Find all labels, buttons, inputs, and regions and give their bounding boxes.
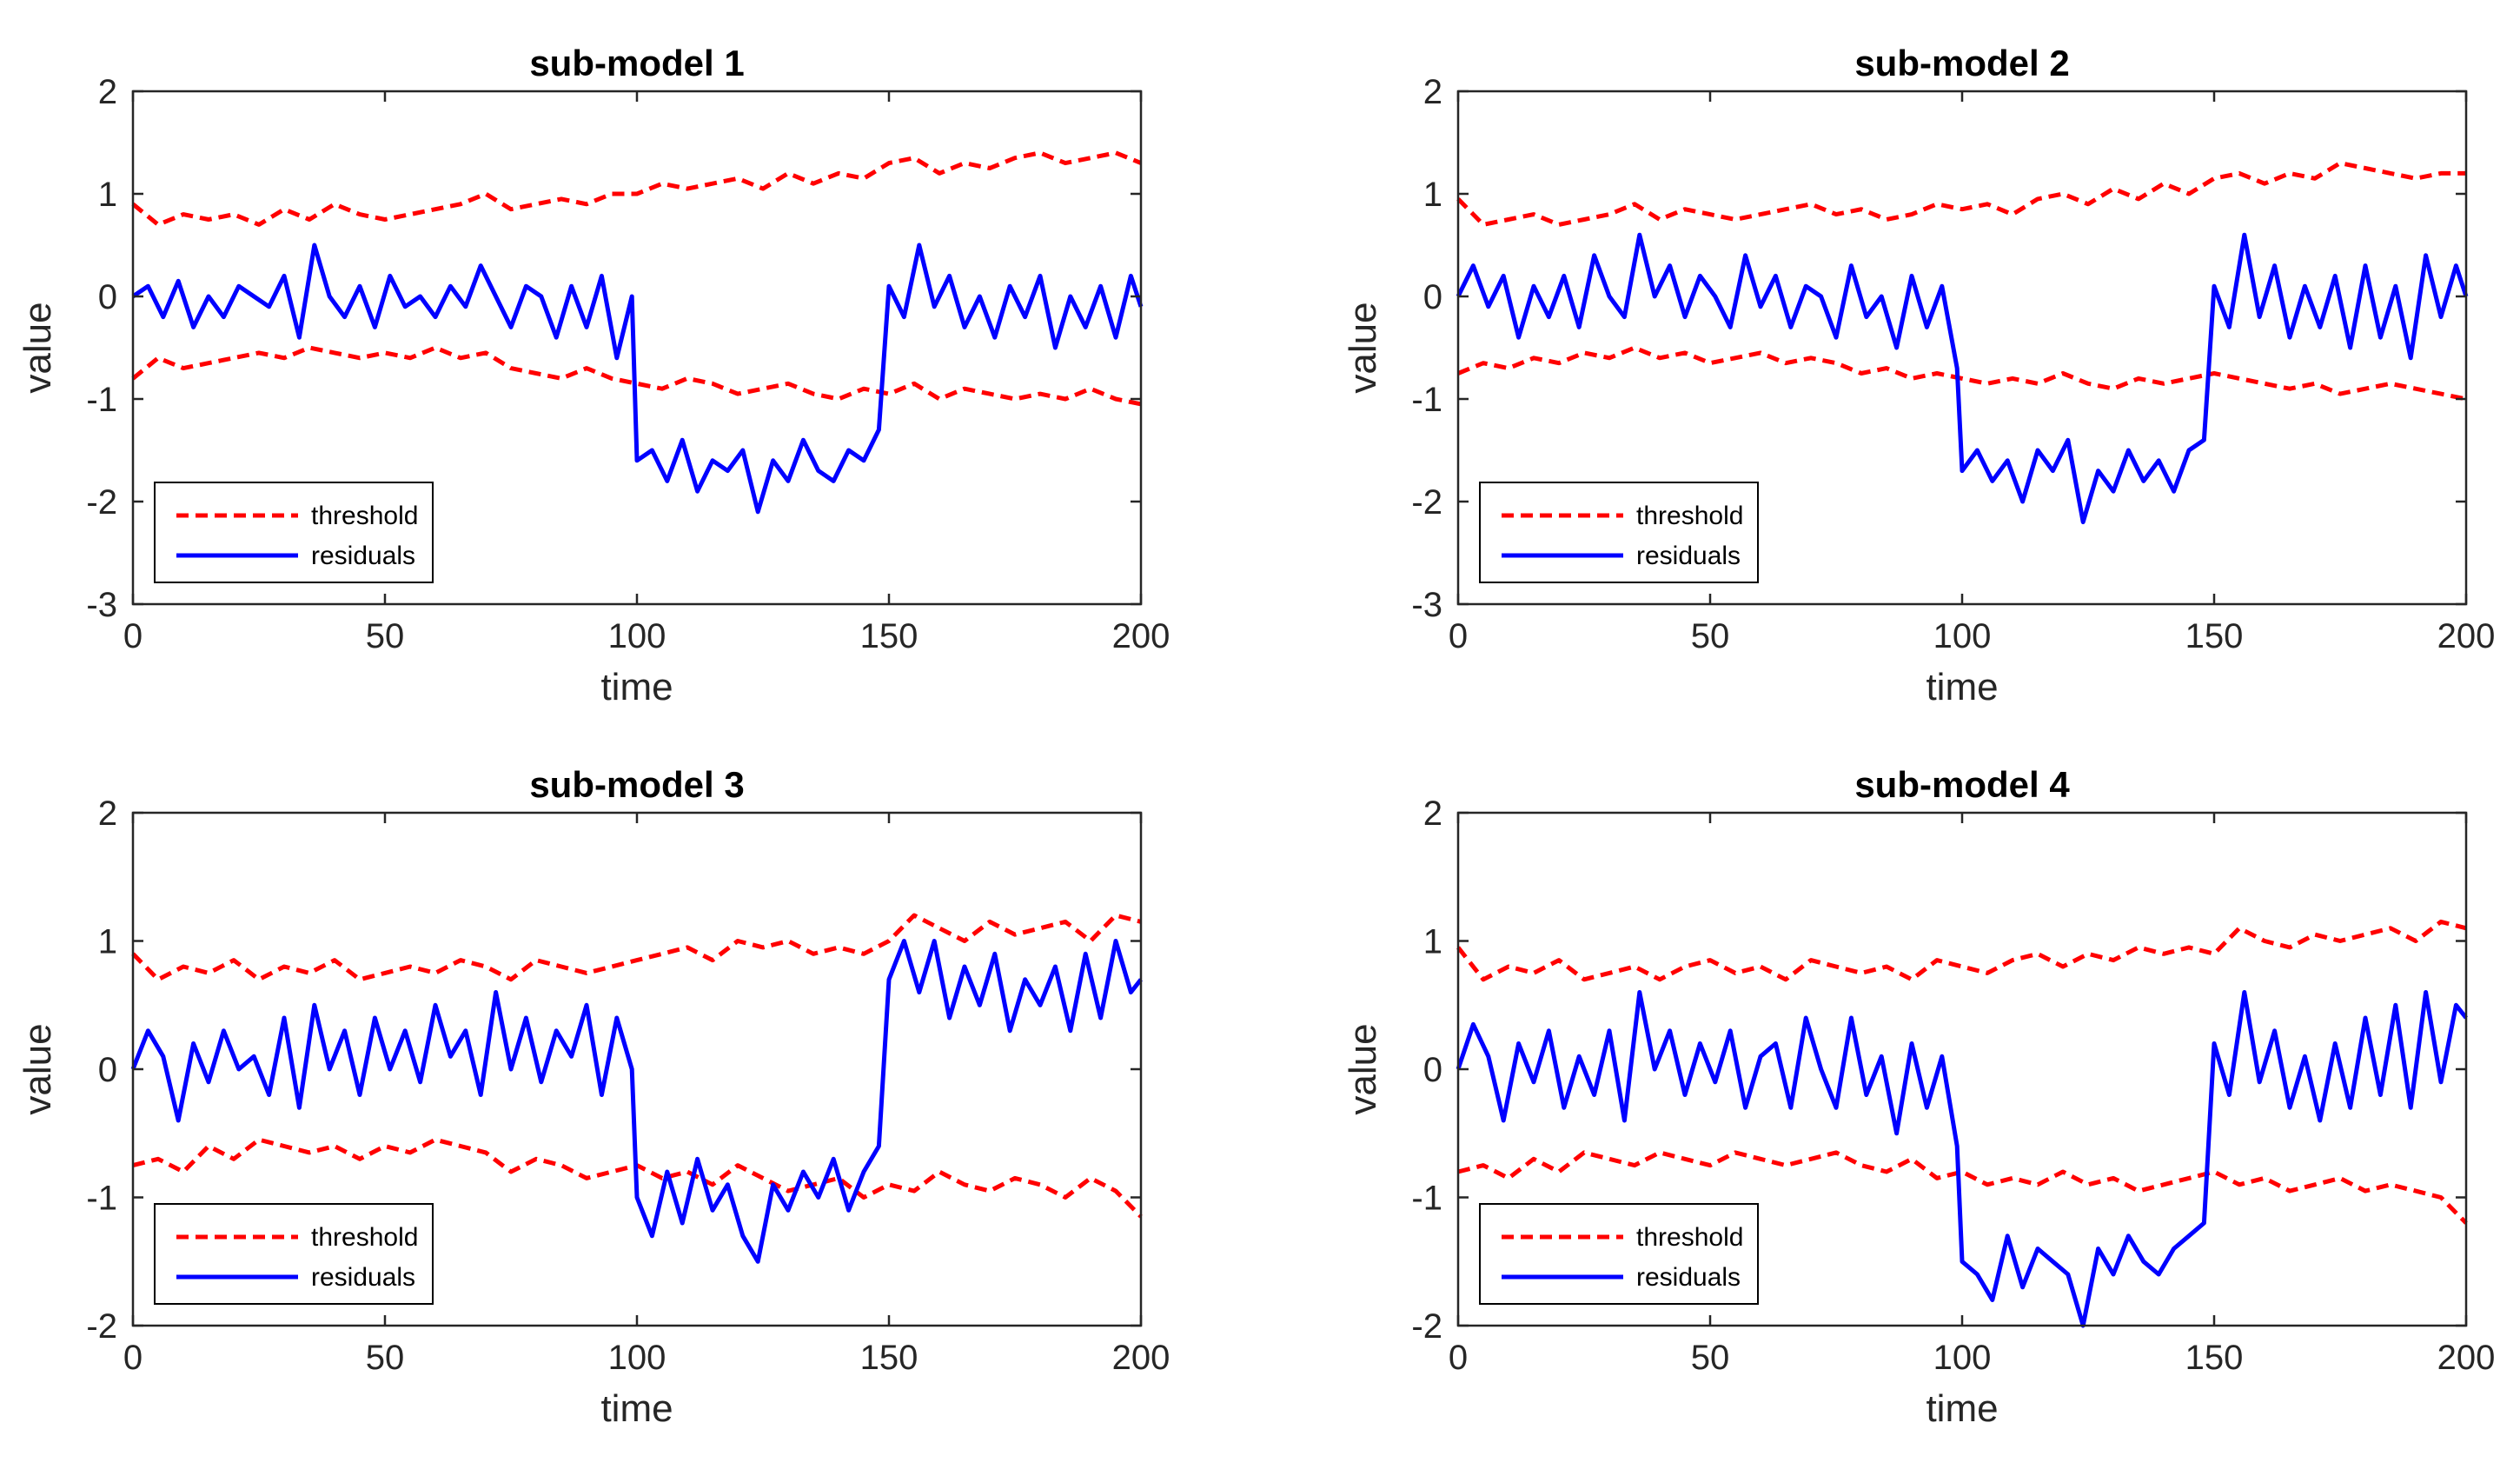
y-tick-label: 1	[98, 923, 117, 961]
threshold-legend-label: threshold	[311, 1223, 418, 1252]
chart-title: sub-model 4	[1854, 764, 2070, 805]
threshold-line-0	[131, 150, 1142, 227]
y-tick-label: 2	[1423, 73, 1442, 111]
residuals-legend-label: residuals	[311, 1263, 415, 1292]
legend-box	[1479, 1203, 1759, 1305]
residuals-line-2	[1456, 232, 2469, 525]
x-tick-label: 200	[2437, 617, 2496, 655]
x-tick-label: 50	[1691, 1339, 1730, 1377]
x-tick-label: 200	[2437, 1339, 2496, 1377]
threshold-line-0	[1456, 161, 2466, 227]
threshold-legend-label: threshold	[1636, 1223, 1743, 1252]
x-tick-label: 0	[1449, 1339, 1468, 1377]
chart-panel-1: 0 50 100 150 200 -3 -2 -1 0 1 2 sub-model 1 time valu…	[17, 43, 1170, 708]
y-tick-label: 0	[1423, 1051, 1442, 1089]
legend-box	[154, 1203, 434, 1305]
x-axis-label: time	[600, 666, 673, 708]
x-axis-label: time	[600, 1387, 673, 1430]
threshold-legend-label: threshold	[311, 502, 418, 530]
x-tick-label: 100	[1933, 617, 1992, 655]
y-tick-label: -2	[86, 1307, 117, 1346]
y-axis-label: value	[17, 302, 59, 393]
y-tick-label: 1	[1423, 176, 1442, 214]
y-tick-label: 2	[98, 73, 117, 111]
x-axis-label: time	[1926, 1387, 1998, 1430]
chart-title: sub-model 3	[529, 764, 744, 805]
y-tick-label: -1	[86, 1180, 117, 1218]
legend-box	[1479, 482, 1759, 583]
residuals-line-2	[130, 939, 1143, 1264]
x-tick-label: 150	[860, 1339, 918, 1377]
y-tick-label: 2	[1423, 795, 1442, 833]
legend: threshold residuals	[154, 1203, 434, 1305]
x-tick-label: 0	[123, 617, 143, 655]
threshold-line-1	[131, 345, 1142, 407]
y-tick-label: -1	[1411, 381, 1442, 419]
residuals-legend-label: residuals	[1636, 542, 1741, 570]
y-tick-label: 2	[98, 795, 117, 833]
chart-panel-4: 0 50 100 150 200 -2 -1 0 1 2 sub-model 4 time value t…	[1342, 764, 2495, 1430]
x-tick-label: 50	[1691, 617, 1730, 655]
threshold-line-0	[1456, 919, 2467, 982]
x-tick-label: 150	[860, 617, 918, 655]
legend: threshold residuals	[1479, 1203, 1759, 1305]
residuals-legend-label: residuals	[311, 542, 415, 570]
x-axis-label: time	[1926, 666, 1998, 708]
y-tick-label: 1	[1423, 923, 1442, 961]
chart-title: sub-model 1	[529, 43, 744, 83]
y-tick-label: 1	[98, 176, 117, 214]
y-tick-label: -2	[86, 483, 117, 522]
legend: threshold residuals	[154, 482, 434, 583]
chart-title: sub-model 2	[1854, 43, 2069, 83]
y-tick-label: -2	[1411, 1307, 1442, 1346]
threshold-legend-label: threshold	[1636, 502, 1743, 530]
threshold-line-1	[1457, 345, 2467, 402]
x-tick-label: 100	[608, 1339, 666, 1377]
x-tick-label: 150	[2185, 1339, 2244, 1377]
x-tick-label: 50	[366, 1339, 405, 1377]
y-tick-label: -3	[86, 586, 117, 624]
x-tick-label: 100	[1933, 1339, 1992, 1377]
x-tick-label: 150	[2185, 617, 2244, 655]
y-axis-label: value	[1342, 1023, 1384, 1114]
legend-box	[154, 482, 434, 583]
y-tick-label: 0	[98, 278, 117, 316]
chart-panel-2: 0 50 100 150 200 -3 -2 -1 0 1 2 sub-model 2 time valu…	[1342, 43, 2495, 708]
x-tick-label: 0	[1449, 617, 1468, 655]
threshold-line-0	[131, 913, 1142, 982]
residuals-line-2	[131, 243, 1144, 515]
y-tick-label: 0	[98, 1051, 117, 1089]
y-axis-label: value	[1342, 302, 1384, 393]
y-tick-label: 0	[1423, 278, 1442, 316]
residuals-line-2	[1456, 990, 2468, 1328]
x-tick-label: 200	[1112, 1339, 1170, 1377]
y-axis-label: value	[17, 1023, 59, 1114]
x-tick-label: 200	[1112, 617, 1170, 655]
x-tick-label: 50	[366, 617, 405, 655]
x-tick-label: 0	[123, 1339, 143, 1377]
y-tick-label: -3	[1411, 586, 1442, 624]
legend: threshold residuals	[1479, 482, 1759, 583]
residuals-legend-label: residuals	[1636, 1263, 1741, 1292]
y-tick-label: -1	[86, 381, 117, 419]
x-tick-label: 100	[608, 617, 666, 655]
y-tick-label: -2	[1411, 483, 1442, 522]
chart-panel-3: 0 50 100 150 200 -2 -1 0 1 2 sub-model 3 time value t…	[17, 764, 1170, 1430]
y-tick-label: -1	[1411, 1180, 1442, 1218]
